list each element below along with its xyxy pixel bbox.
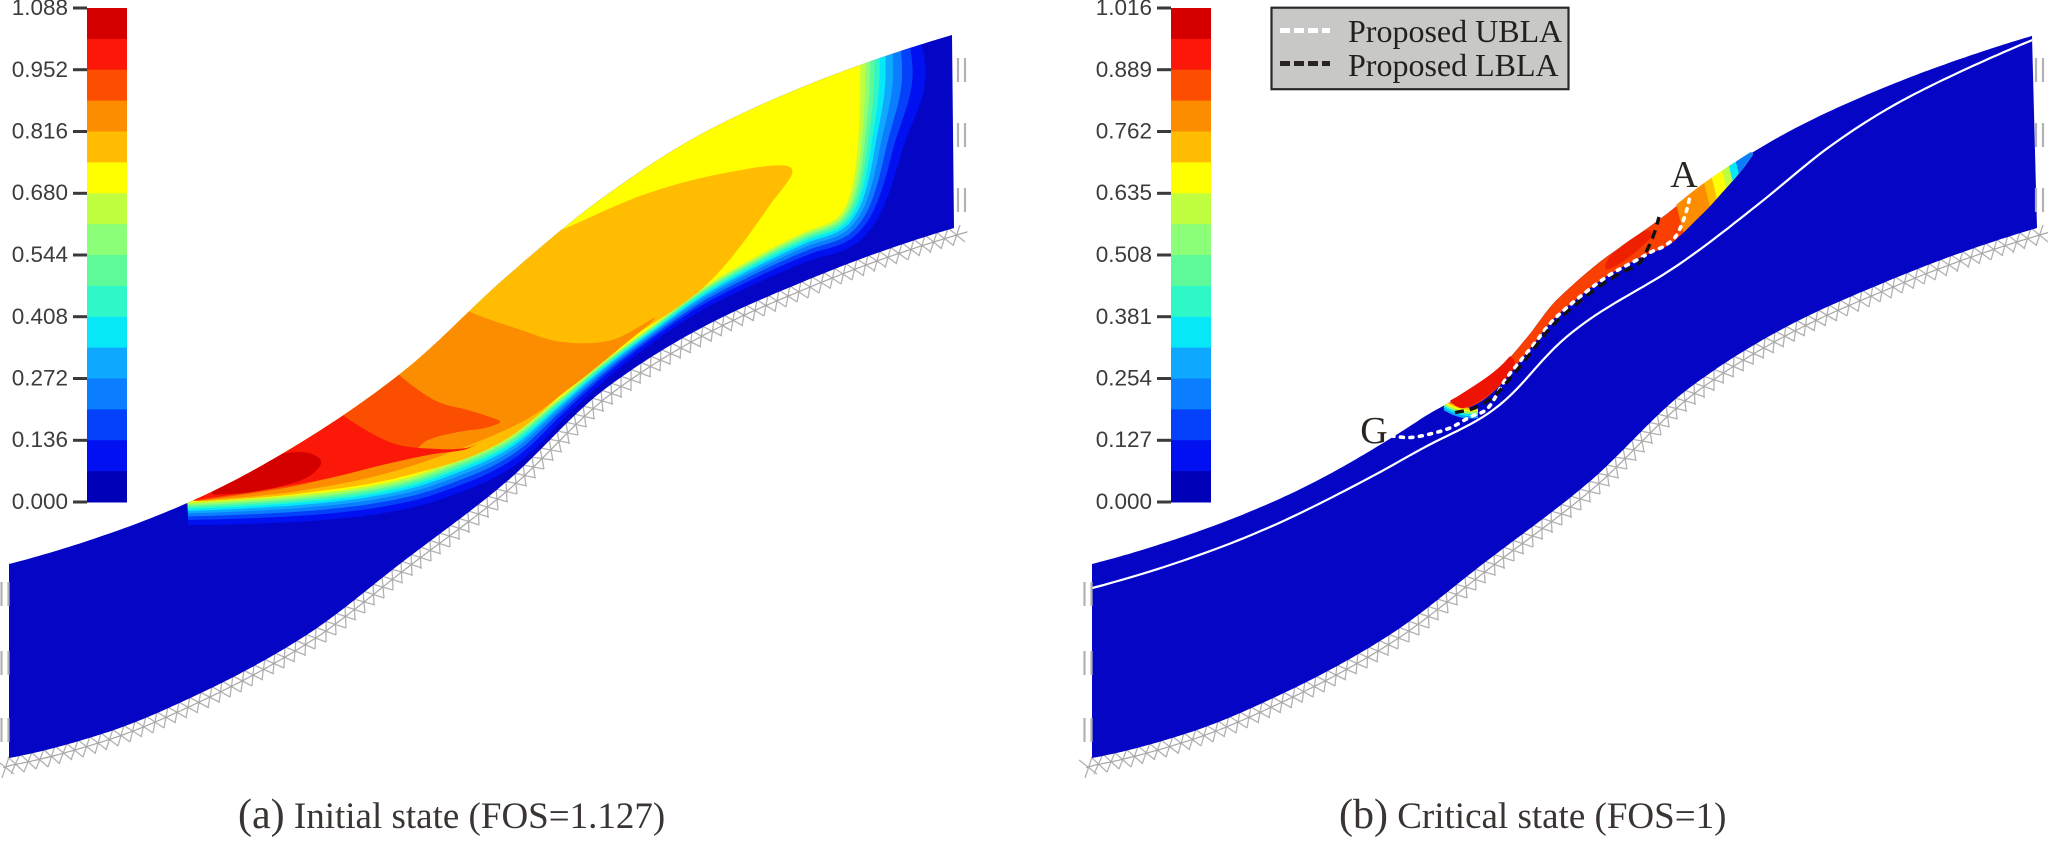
svg-text:1.016: 1.016	[1096, 0, 1152, 20]
svg-text:G: G	[1360, 410, 1387, 452]
svg-text:0.127: 0.127	[1096, 427, 1152, 452]
svg-text:0.508: 0.508	[1096, 242, 1152, 267]
svg-text:0.272: 0.272	[12, 366, 68, 391]
svg-text:Proposed UBLA: Proposed UBLA	[1348, 13, 1562, 49]
svg-text:0.816: 0.816	[12, 119, 68, 144]
svg-text:0.000: 0.000	[12, 489, 68, 514]
svg-text:0.889: 0.889	[1096, 57, 1152, 82]
svg-text:0.762: 0.762	[1096, 119, 1152, 144]
svg-text:(a) Initial state (FOS=1.127): (a) Initial state (FOS=1.127)	[238, 792, 665, 838]
svg-text:0.635: 0.635	[1096, 180, 1152, 205]
svg-text:0.381: 0.381	[1096, 304, 1152, 329]
svg-text:0.408: 0.408	[12, 304, 68, 329]
svg-text:0.000: 0.000	[1096, 489, 1152, 514]
svg-text:1.088: 1.088	[12, 0, 68, 20]
svg-text:0.952: 0.952	[12, 57, 68, 82]
svg-text:0.136: 0.136	[12, 427, 68, 452]
svg-text:(b) Critical state (FOS=1): (b) Critical state (FOS=1)	[1339, 792, 1726, 838]
svg-text:Proposed LBLA: Proposed LBLA	[1348, 47, 1559, 83]
svg-text:0.544: 0.544	[12, 242, 68, 267]
svg-text:A: A	[1670, 154, 1698, 196]
svg-text:0.254: 0.254	[1096, 366, 1152, 391]
svg-text:0.680: 0.680	[12, 180, 68, 205]
